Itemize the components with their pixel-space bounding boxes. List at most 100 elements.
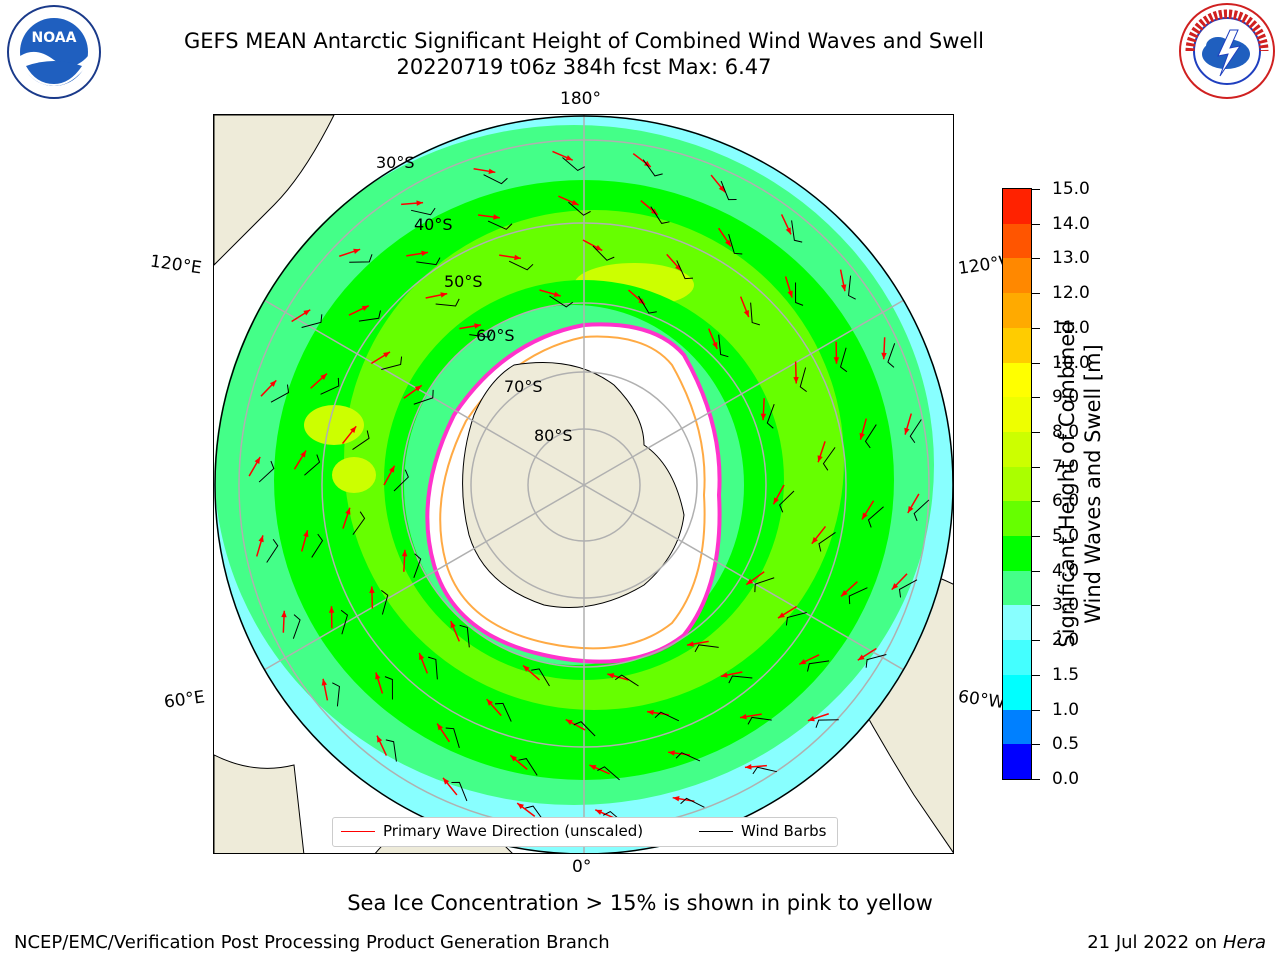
wind-barb bbox=[898, 579, 918, 598]
colorbar-tick bbox=[1032, 674, 1040, 676]
wind-barb bbox=[750, 302, 760, 326]
wind-barb bbox=[791, 220, 803, 243]
colorbar-band bbox=[1003, 327, 1031, 363]
wave-direction-arrowhead bbox=[891, 583, 899, 590]
colorbar-tick-label: 4.0 bbox=[1052, 560, 1080, 581]
polar-map: 30°S 40°S 50°S 60°S 70°S 80°S Primary Wa… bbox=[213, 114, 954, 854]
wind-barb bbox=[525, 805, 546, 823]
wave-direction-arrowhead bbox=[421, 250, 429, 257]
wind-barb bbox=[435, 298, 460, 307]
wave-direction-arrowhead bbox=[300, 450, 307, 458]
wind-barb bbox=[304, 454, 321, 476]
wave-direction-arrowhead bbox=[720, 672, 728, 678]
wave-direction-arrowhead bbox=[817, 455, 823, 463]
wind-barb bbox=[839, 347, 848, 373]
wave-direction-arrowhead bbox=[321, 678, 328, 686]
wave-direction-arrowhead bbox=[389, 465, 395, 473]
colorbar-tick bbox=[1032, 397, 1040, 399]
wave-direction-arrowhead bbox=[793, 377, 799, 384]
wind-barb bbox=[508, 260, 534, 271]
wind-barb bbox=[573, 721, 596, 737]
nws-logo bbox=[1178, 2, 1276, 100]
wave-direction-arrowhead bbox=[760, 413, 767, 421]
wave-direction-arrowhead bbox=[841, 590, 848, 597]
colorbar-tick-label: 7.0 bbox=[1052, 456, 1080, 477]
wave-direction-arrowhead bbox=[744, 764, 752, 770]
wind-barb bbox=[887, 343, 896, 368]
legend-wave-direction: Primary Wave Direction (unscaled) bbox=[383, 822, 644, 840]
wave-direction-arrowhead bbox=[565, 719, 573, 726]
graticule bbox=[214, 115, 953, 853]
wave-direction-arrowhead bbox=[833, 357, 840, 364]
wave-direction-arrowhead bbox=[840, 284, 847, 292]
wind-barb bbox=[867, 506, 884, 528]
colorbar-tick bbox=[1032, 189, 1040, 190]
chart-subtitle: 20220719 t06z 384h fcst Max: 6.47 bbox=[396, 55, 772, 79]
wind-barb bbox=[779, 490, 795, 513]
colorbar-band bbox=[1003, 535, 1031, 571]
wind-barb bbox=[266, 538, 279, 563]
wave-direction-arrowhead bbox=[904, 427, 910, 435]
wave-direction-arrowhead bbox=[474, 323, 481, 329]
wind-barb bbox=[531, 668, 550, 687]
wind-barb bbox=[597, 766, 620, 781]
wind-barb bbox=[445, 727, 460, 748]
colorbar-band bbox=[1003, 431, 1031, 467]
wave-direction-arrowhead bbox=[401, 549, 408, 557]
colorbar-tick bbox=[1032, 501, 1040, 503]
wave-direction-arrowhead bbox=[811, 536, 818, 544]
wind-barb bbox=[292, 614, 301, 639]
wave-direction-arrowhead bbox=[517, 803, 525, 810]
footer-date: 21 Jul 2022 on Hera bbox=[1087, 932, 1266, 953]
wind-barb bbox=[459, 624, 470, 648]
wave-direction-arrowhead bbox=[486, 699, 493, 706]
lat-label-50s: 50°S bbox=[444, 272, 483, 291]
wind-barb bbox=[413, 553, 422, 578]
wave-direction-arrowhead bbox=[881, 352, 887, 360]
wave-direction-arrowhead bbox=[514, 254, 521, 261]
wave-direction-arrowhead bbox=[328, 606, 335, 613]
colorbar-band bbox=[1003, 223, 1031, 259]
colorbar-tick bbox=[1032, 709, 1040, 711]
lat-label-40s: 40°S bbox=[414, 215, 453, 234]
wind-barb bbox=[568, 201, 591, 216]
wind-barb bbox=[718, 334, 729, 358]
sea-ice-note: Sea Ice Concentration > 15% is shown in … bbox=[347, 891, 933, 915]
wind-barb bbox=[487, 220, 513, 230]
wave-direction-arrowhead bbox=[857, 654, 865, 661]
colorbar-tick bbox=[1032, 779, 1040, 780]
lon-label-60w: 60°W bbox=[956, 686, 1007, 714]
colorbar-tick-label: 0.5 bbox=[1052, 734, 1080, 755]
wave-direction-arrowhead bbox=[687, 641, 694, 647]
wave-direction-arrowhead bbox=[303, 309, 311, 316]
colorbar-tick bbox=[1032, 258, 1040, 260]
map-canvas bbox=[214, 115, 953, 853]
wave-direction-arrowhead bbox=[907, 506, 914, 513]
colorbar-band bbox=[1003, 500, 1031, 537]
lon-label-120e: 120°E bbox=[148, 251, 203, 279]
colorbar-tick bbox=[1032, 327, 1040, 329]
colorbar-tick bbox=[1032, 293, 1040, 295]
wind-barb bbox=[592, 245, 615, 261]
wind-barb bbox=[340, 609, 349, 635]
wave-direction-swatch bbox=[341, 831, 375, 832]
colorbar-tick-label: 8.0 bbox=[1052, 421, 1080, 442]
wind-barb bbox=[320, 377, 340, 395]
colorbar-tick-label: 2.0 bbox=[1052, 630, 1080, 651]
colorbar-tick bbox=[1032, 536, 1040, 538]
wave-direction-arrowhead bbox=[523, 665, 530, 672]
lat-label-70s: 70°S bbox=[504, 377, 543, 396]
noaa-logo-text: NOAA bbox=[32, 30, 77, 46]
colorbar-tick-label: 1.0 bbox=[1052, 699, 1080, 720]
wind-barb bbox=[720, 180, 737, 201]
wave-direction-arrowhead bbox=[607, 673, 615, 679]
wave-direction-arrowhead bbox=[345, 507, 351, 515]
lon-label-180: 180° bbox=[560, 89, 601, 109]
wind-barb bbox=[518, 758, 538, 776]
wave-direction-arrowhead bbox=[595, 244, 603, 251]
wind-barb bbox=[384, 676, 393, 700]
wind-barb bbox=[675, 752, 701, 762]
wind-barb bbox=[728, 234, 743, 255]
colorbar-band bbox=[1003, 466, 1031, 502]
wave-direction-arrowhead bbox=[724, 239, 731, 247]
